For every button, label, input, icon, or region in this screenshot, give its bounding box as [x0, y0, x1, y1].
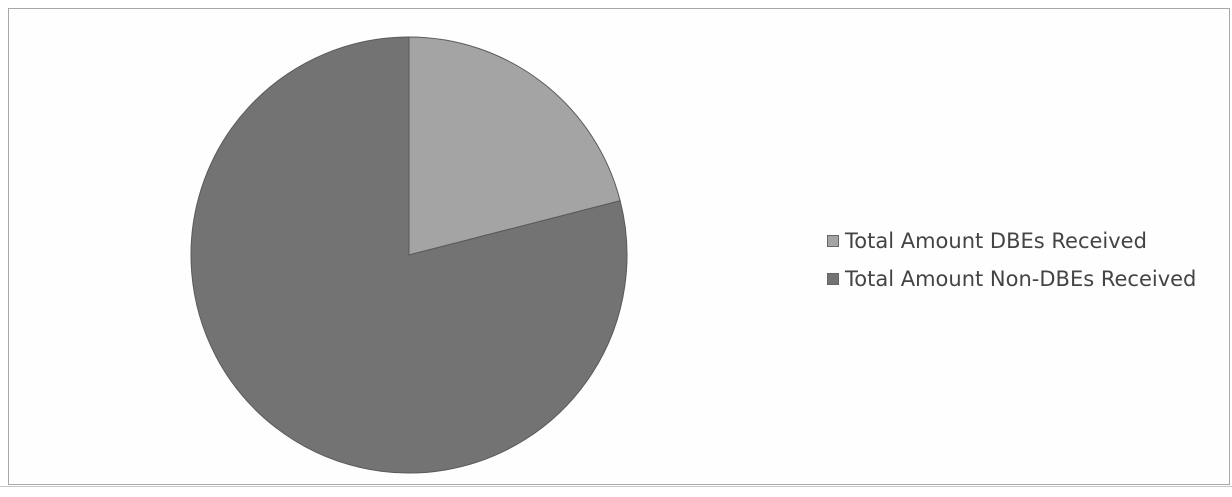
- legend: Total Amount DBEs Received Total Amount …: [827, 227, 1196, 303]
- chart-frame: Total Amount DBEs Received Total Amount …: [8, 8, 1230, 485]
- legend-label-non-dbe: Total Amount Non-DBEs Received: [845, 266, 1197, 291]
- pie-slice-dbe: [408, 36, 621, 256]
- pie-slice-non-dbe: [190, 36, 628, 474]
- legend-swatch-dbe: [827, 234, 839, 247]
- legend-item-non-dbe: Total Amount Non-DBEs Received: [827, 265, 1196, 292]
- legend-item-dbe: Total Amount DBEs Received: [827, 227, 1196, 254]
- pie-chart: [190, 36, 628, 474]
- legend-label-dbe: Total Amount DBEs Received: [845, 228, 1147, 253]
- divider: [0, 486, 1232, 487]
- pie-slices: [190, 36, 628, 474]
- legend-swatch-non-dbe: [827, 272, 839, 285]
